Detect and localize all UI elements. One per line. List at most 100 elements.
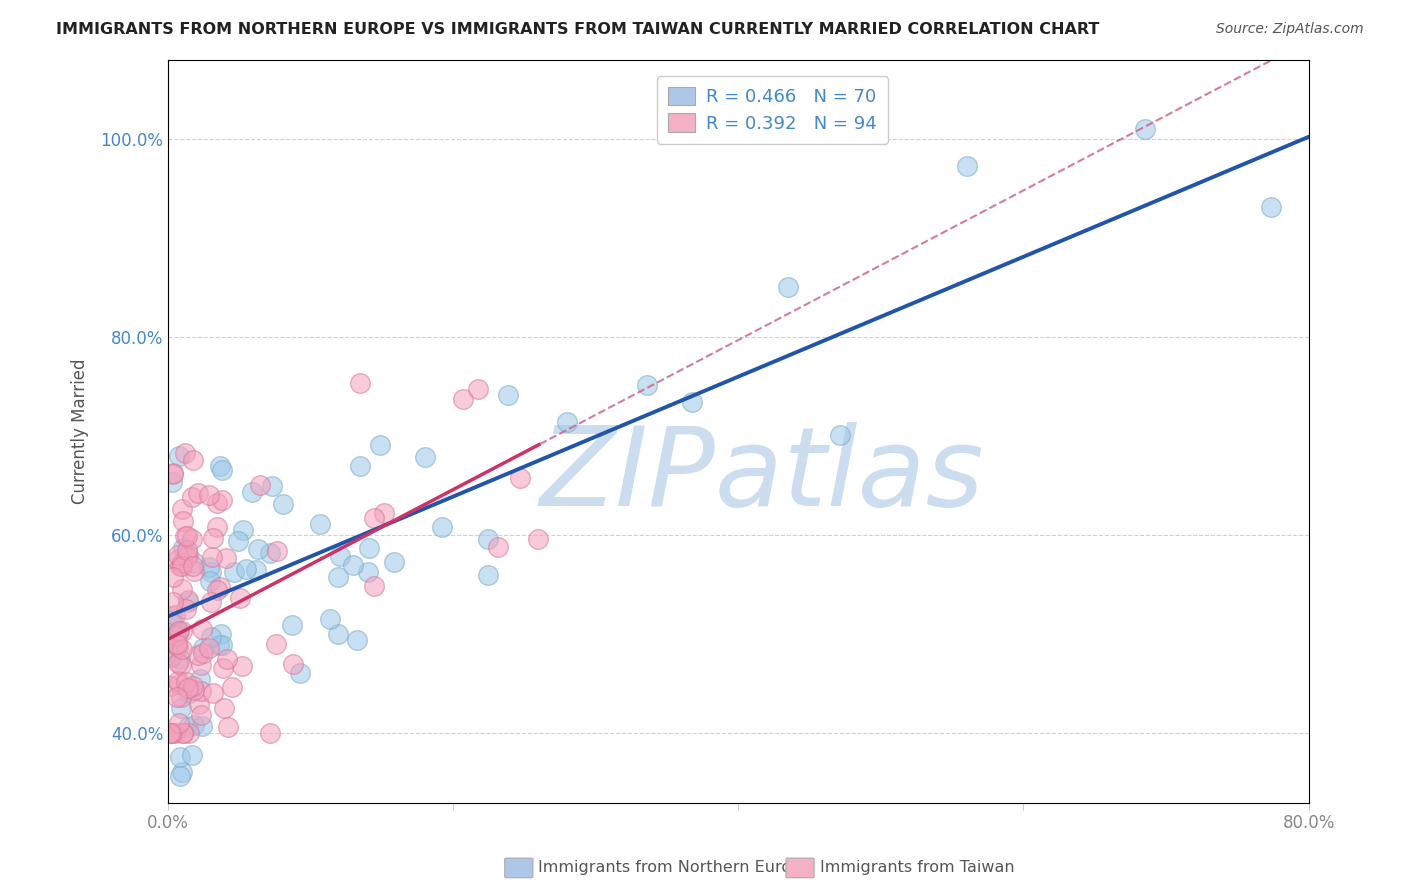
Point bbox=[180, 747, 202, 762]
Point bbox=[249, 478, 271, 492]
Point bbox=[357, 541, 380, 555]
Point bbox=[235, 562, 257, 576]
Point bbox=[363, 579, 385, 593]
Point bbox=[828, 427, 851, 442]
Point bbox=[555, 415, 578, 429]
Point bbox=[357, 565, 380, 579]
Point bbox=[413, 450, 436, 464]
Point bbox=[187, 486, 209, 500]
Point bbox=[283, 657, 305, 671]
Point bbox=[198, 640, 221, 655]
Point bbox=[281, 618, 304, 632]
Point bbox=[451, 392, 474, 406]
Point bbox=[167, 674, 190, 689]
Point bbox=[172, 514, 194, 528]
Point bbox=[208, 580, 231, 594]
Point bbox=[229, 591, 252, 605]
Point bbox=[162, 595, 184, 609]
Point bbox=[346, 632, 368, 647]
Point bbox=[174, 529, 197, 543]
Point bbox=[166, 640, 188, 654]
Point bbox=[224, 565, 246, 579]
Point bbox=[165, 629, 187, 643]
Point bbox=[166, 553, 188, 567]
Point bbox=[191, 646, 214, 660]
Legend: R = 0.466   N = 70, R = 0.392   N = 94: R = 0.466 N = 70, R = 0.392 N = 94 bbox=[658, 76, 887, 144]
Point bbox=[211, 463, 233, 477]
Point bbox=[202, 531, 225, 545]
Point bbox=[181, 490, 204, 504]
Point bbox=[266, 544, 288, 558]
Point bbox=[166, 690, 188, 704]
Point bbox=[163, 726, 186, 740]
Text: Immigrants from Taiwan: Immigrants from Taiwan bbox=[820, 860, 1014, 874]
Point bbox=[208, 639, 231, 653]
Point bbox=[169, 769, 191, 783]
Point bbox=[326, 627, 349, 641]
Point bbox=[190, 622, 212, 636]
Point bbox=[159, 649, 181, 664]
Point bbox=[329, 549, 352, 563]
Point bbox=[191, 640, 214, 655]
Point bbox=[205, 583, 228, 598]
Point bbox=[181, 679, 204, 693]
Point bbox=[170, 558, 193, 573]
Point bbox=[363, 511, 385, 525]
Point bbox=[956, 159, 979, 173]
Point bbox=[477, 532, 499, 546]
Point bbox=[430, 519, 453, 533]
Point bbox=[288, 665, 311, 680]
Point bbox=[174, 601, 197, 615]
Point bbox=[177, 595, 200, 609]
Point bbox=[167, 715, 190, 730]
Point bbox=[169, 558, 191, 573]
Point bbox=[172, 642, 194, 657]
Point bbox=[349, 376, 371, 391]
Point bbox=[231, 658, 253, 673]
Point bbox=[160, 617, 183, 632]
Point bbox=[184, 556, 207, 570]
Point bbox=[526, 533, 548, 547]
Point bbox=[211, 638, 233, 652]
Point bbox=[247, 542, 270, 557]
Point bbox=[486, 540, 509, 554]
Point bbox=[200, 565, 222, 579]
Point bbox=[183, 682, 205, 697]
Text: Immigrants from Northern Europe: Immigrants from Northern Europe bbox=[538, 860, 811, 874]
Point bbox=[183, 564, 205, 578]
Point bbox=[172, 541, 194, 555]
Text: ZIPatlas: ZIPatlas bbox=[538, 422, 983, 529]
Point bbox=[187, 697, 209, 711]
Point bbox=[160, 632, 183, 647]
Point bbox=[174, 675, 197, 690]
Point bbox=[190, 658, 212, 673]
Point bbox=[496, 388, 519, 402]
Point bbox=[191, 719, 214, 733]
Point bbox=[200, 630, 222, 644]
Point bbox=[167, 677, 190, 691]
Point bbox=[170, 690, 193, 704]
Point bbox=[181, 453, 204, 467]
Point bbox=[170, 701, 193, 715]
Point bbox=[1260, 200, 1282, 214]
Point bbox=[167, 624, 190, 639]
Point bbox=[162, 570, 184, 584]
Point bbox=[477, 568, 499, 582]
Point bbox=[183, 718, 205, 732]
Point bbox=[166, 548, 188, 562]
Point bbox=[176, 529, 198, 543]
Point bbox=[166, 638, 188, 652]
Point bbox=[368, 438, 391, 452]
Point bbox=[172, 502, 194, 516]
Point bbox=[177, 720, 200, 734]
Point bbox=[167, 625, 190, 640]
Point bbox=[163, 607, 186, 622]
Point bbox=[209, 627, 232, 641]
Point bbox=[201, 549, 224, 564]
Point bbox=[190, 684, 212, 698]
Point bbox=[172, 556, 194, 570]
Point bbox=[259, 546, 281, 560]
Point bbox=[202, 686, 225, 700]
Text: IMMIGRANTS FROM NORTHERN EUROPE VS IMMIGRANTS FROM TAIWAN CURRENTLY MARRIED CORR: IMMIGRANTS FROM NORTHERN EUROPE VS IMMIG… bbox=[56, 22, 1099, 37]
Point bbox=[159, 726, 181, 740]
